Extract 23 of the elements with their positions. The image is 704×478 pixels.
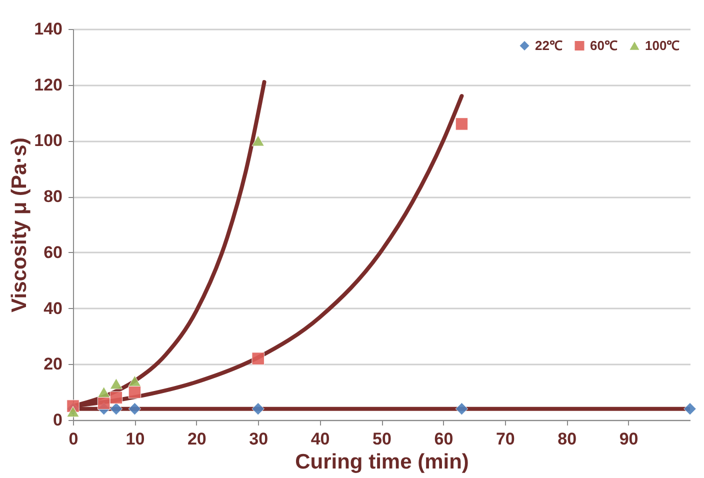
legend-label: 60℃ — [590, 38, 618, 53]
x-tick-label: 90 — [619, 430, 638, 448]
x-tick-label: 80 — [558, 430, 577, 448]
y-tick-label: 120 — [34, 75, 62, 94]
x-tick-label: 60 — [434, 430, 454, 448]
y-tick-label: 20 — [44, 354, 62, 374]
y-tick-label: 60 — [44, 242, 62, 262]
x-tick-label: 0 — [68, 430, 78, 448]
y-tick-label: 100 — [34, 131, 62, 150]
y-tick-label: 0 — [53, 410, 62, 430]
y-tick-label: 140 — [34, 20, 62, 38]
x-tick-label: 10 — [126, 430, 145, 448]
y-axis-title: Viscosity μ (Pa·s) — [8, 138, 32, 312]
y-tick-label: 40 — [44, 298, 62, 318]
legend-label: 100℃ — [645, 38, 680, 53]
x-tick-label: 30 — [249, 430, 268, 448]
y-tick-label: 80 — [44, 187, 62, 206]
x-axis-title: Curing time (min) — [295, 450, 469, 474]
x-tick-label: 40 — [310, 430, 330, 448]
x-tick-label: 70 — [496, 430, 515, 448]
x-tick-label: 50 — [372, 430, 392, 448]
legend-label: 22℃ — [535, 38, 562, 53]
x-tick-label: 20 — [187, 430, 206, 448]
